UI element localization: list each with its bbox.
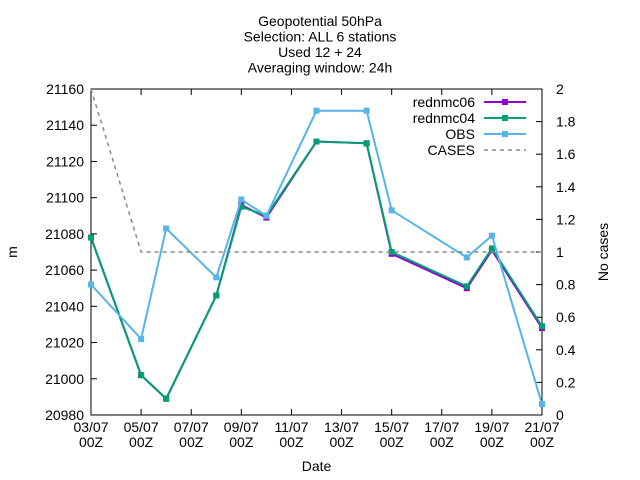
y2-tick-label: 1.8 <box>556 114 576 130</box>
series-cases <box>90 88 542 253</box>
x-tick-label: 00Z <box>179 434 204 450</box>
data-point <box>313 138 320 145</box>
y-tick-label: 21060 <box>45 262 84 278</box>
y2-tick-label: 1.2 <box>556 211 576 227</box>
data-point <box>539 401 545 408</box>
legend-label: rednmc04 <box>413 110 475 126</box>
y-tick-label: 21080 <box>45 226 84 242</box>
y2-axis-label: No cases <box>595 223 611 281</box>
data-point <box>138 335 145 342</box>
legend-marker <box>502 115 508 121</box>
data-point <box>463 254 470 261</box>
x-tick-label: 11/07 <box>274 419 308 435</box>
y-tick-label: 21040 <box>45 298 84 314</box>
data-point <box>238 196 245 203</box>
x-tick-label: 21/07 <box>524 419 559 435</box>
y-tick-label: 21160 <box>46 81 84 97</box>
y-axis-label: m <box>4 246 20 258</box>
data-point <box>313 107 320 114</box>
chart-title-line: Averaging window: 24h <box>248 60 393 76</box>
x-tick-label: 05/07 <box>124 419 159 435</box>
legend-label: OBS <box>445 126 475 142</box>
x-tick-label: 00Z <box>279 434 304 450</box>
y2-tick-label: 0.4 <box>556 342 576 358</box>
x-tick-label: 00Z <box>380 434 405 450</box>
legend-label: CASES <box>428 142 475 158</box>
x-tick-label: 03/07 <box>73 419 108 435</box>
legend-label: rednmc06 <box>413 94 475 110</box>
data-point <box>539 323 545 330</box>
x-axis-label: Date <box>302 458 332 474</box>
data-point <box>88 234 94 241</box>
series-line <box>90 140 543 401</box>
y2-tick-label: 0 <box>556 407 564 423</box>
y2-tick-label: 0.8 <box>556 277 576 293</box>
x-tick-label: 19/07 <box>474 419 509 435</box>
x-tick-label: 09/07 <box>224 419 259 435</box>
legend-marker <box>502 131 508 137</box>
data-point <box>213 274 220 281</box>
data-point <box>138 372 145 379</box>
y2-tick-label: 1.4 <box>556 179 576 195</box>
series-obs <box>88 107 545 408</box>
data-point <box>163 395 170 402</box>
data-point <box>163 225 170 232</box>
x-tick-label: 00Z <box>480 434 505 450</box>
series-line <box>90 109 543 405</box>
data-point <box>213 292 220 299</box>
data-point <box>388 249 395 255</box>
y2-tick-label: 1.6 <box>556 146 576 162</box>
data-point <box>263 212 270 219</box>
x-tick-label: 00Z <box>430 434 455 450</box>
x-tick-label: 13/07 <box>324 419 359 435</box>
x-tick-label: 00Z <box>329 434 354 450</box>
chart-title-line: Used 12 + 24 <box>278 44 362 60</box>
y2-tick-label: 1 <box>556 244 564 260</box>
y2-tick-label: 0.2 <box>556 374 576 390</box>
x-tick-label: 00Z <box>129 434 154 450</box>
data-point <box>488 232 495 239</box>
x-tick-label: 07/07 <box>174 419 209 435</box>
data-point <box>388 207 395 214</box>
data-point <box>363 107 370 114</box>
data-point <box>88 281 94 288</box>
x-tick-label: 15/07 <box>374 419 409 435</box>
series-layer <box>88 88 545 408</box>
x-axis: 03/0700Z05/0700Z07/0700Z09/0700Z11/0700Z… <box>73 89 560 450</box>
y2-tick-label: 2 <box>556 81 564 97</box>
x-tick-label: 17/07 <box>424 419 459 435</box>
y-tick-label: 21120 <box>46 153 84 169</box>
chart-title-line: Selection: ALL 6 stations <box>244 29 397 45</box>
chart-title-line: Geopotential 50hPa <box>258 13 382 29</box>
series-line <box>90 140 543 401</box>
y-tick-label: 21100 <box>46 190 84 206</box>
y2-tick-label: 0.6 <box>556 309 576 325</box>
legend-marker <box>502 99 508 105</box>
y-axis-left: 20980 21000 21020 21040 21060 21080 21100 21120… <box>45 81 97 423</box>
y-axis-right: 0 0.2 0.4 0.6 0.8 1 1.2 1.4 1.6 1.8 2 <box>536 81 576 423</box>
y-tick-label: 20980 <box>45 407 84 423</box>
y-tick-label: 21000 <box>45 371 84 387</box>
data-point <box>238 203 245 210</box>
data-point <box>488 245 495 252</box>
x-tick-label: 00Z <box>530 434 555 450</box>
y-tick-label: 21140 <box>46 117 84 133</box>
data-point <box>363 140 370 147</box>
y-tick-label: 21020 <box>45 335 84 351</box>
x-tick-label: 00Z <box>229 434 254 450</box>
x-tick-label: 00Z <box>79 434 104 450</box>
series-line <box>90 88 542 253</box>
data-point <box>463 283 470 290</box>
